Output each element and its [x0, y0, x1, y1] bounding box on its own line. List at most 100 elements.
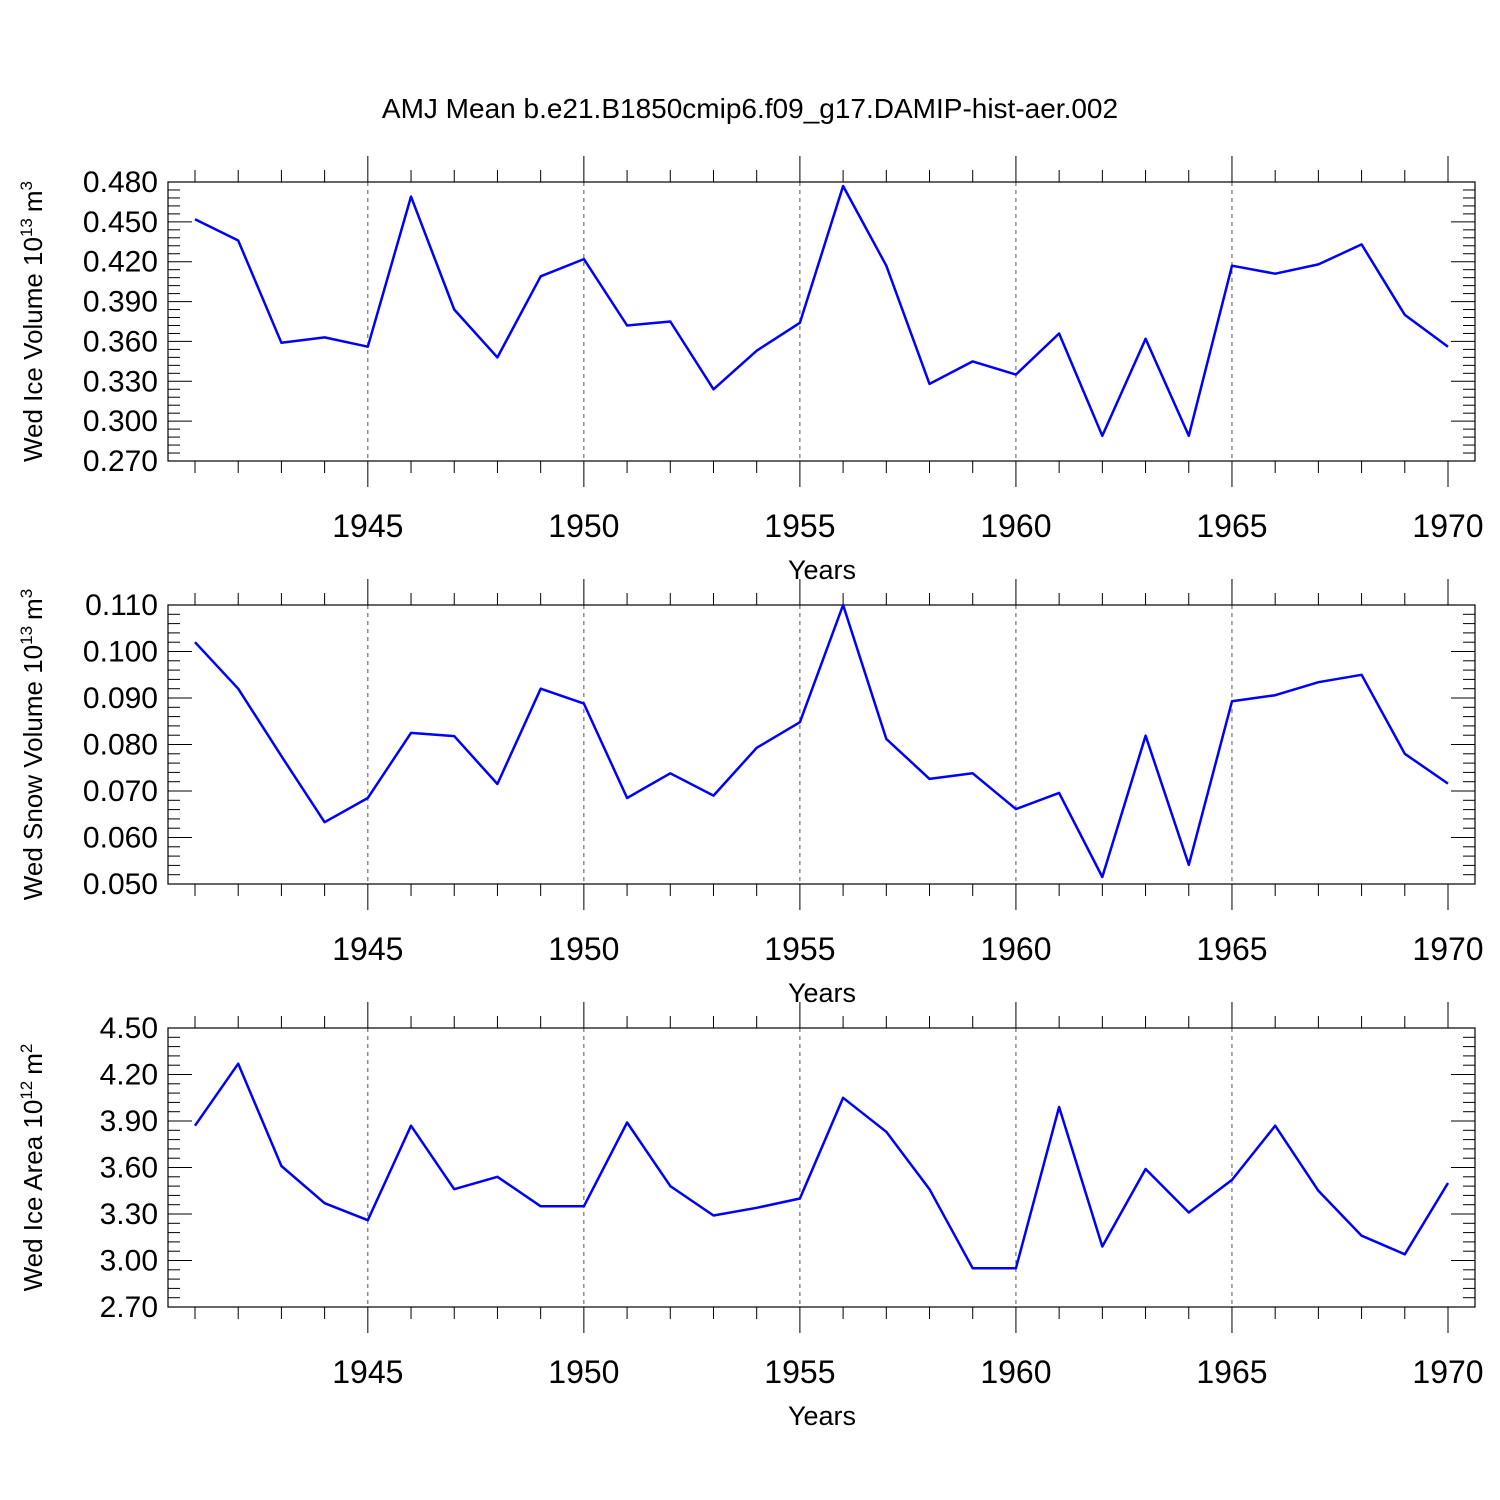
snow-volume-y-tick-label: 0.060 — [83, 822, 158, 855]
ice-area-data-point — [1144, 1167, 1148, 1171]
snow-volume-data-point — [582, 702, 586, 706]
snow-volume-data-point — [193, 640, 197, 644]
ice-area-data-point — [884, 1130, 888, 1134]
ice-area-data-point — [971, 1266, 975, 1270]
ice-area-plot-frame — [167, 1027, 1476, 1308]
ice-area-y-axis-label: Wed Ice Area 1012 m2 — [17, 1044, 48, 1292]
figure-title: AMJ Mean b.e21.B1850cmip6.f09_g17.DAMIP-… — [382, 93, 1118, 124]
snow-volume-x-tick-label: 1960 — [980, 931, 1051, 967]
ice-area-x-tick-label: 1945 — [332, 1354, 403, 1390]
snow-volume-data-point — [366, 796, 370, 800]
ice-volume-x-axis-label: Years — [788, 555, 856, 585]
ice-volume-x-tick-label: 1945 — [332, 508, 403, 544]
ice-area-data-point — [841, 1096, 845, 1100]
ice-volume-data-point — [625, 323, 629, 327]
ice-volume-data-point — [884, 264, 888, 268]
snow-volume-y-tick-label: 0.050 — [83, 868, 158, 901]
snow-volume-data-point — [279, 754, 283, 758]
ice-area-data-point — [1403, 1252, 1407, 1256]
snow-volume-data-point — [1144, 734, 1148, 738]
ice-area-data-point — [798, 1197, 802, 1201]
snow-volume-x-tick-label: 1970 — [1412, 931, 1483, 967]
ice-area-y-tick-label: 2.70 — [100, 1291, 158, 1324]
ice-area-data-point — [668, 1184, 672, 1188]
ice-area-data-point — [366, 1218, 370, 1222]
ice-area-data-point — [495, 1175, 499, 1179]
ice-volume-data-point — [1187, 434, 1191, 438]
snow-volume-data-point — [1360, 673, 1364, 677]
ice-area-data-point — [1273, 1124, 1277, 1128]
snow-volume-y-label-unit-exp: 3 — [17, 589, 36, 598]
snow-volume-data-point — [323, 820, 327, 824]
ice-area-x-tick-label: 1965 — [1196, 1354, 1267, 1390]
snow-volume-x-tick-label: 1945 — [332, 931, 403, 967]
ice-area-y-tick-label: 3.60 — [100, 1152, 158, 1185]
ice-volume-y-tick-label: 0.450 — [83, 206, 158, 239]
ice-area-data-point — [279, 1164, 283, 1168]
ice-volume-data-point — [711, 387, 715, 391]
snow-volume-y-label-exp: 13 — [17, 626, 36, 645]
ice-volume-y-tick-label: 0.270 — [83, 445, 158, 478]
snow-volume-data-point — [1446, 782, 1450, 786]
ice-area-data-point — [539, 1204, 543, 1208]
ice-volume-data-point — [582, 257, 586, 261]
ice-volume-data-point — [1100, 434, 1104, 438]
ice-volume-data-point — [1316, 262, 1320, 266]
ice-area-y-tick-label: 4.50 — [100, 1012, 158, 1045]
ice-volume-y-label-main: Wed Ice Volume 10 — [18, 237, 48, 462]
snow-volume-data-point — [236, 687, 240, 691]
panel-ice-area: 2.70 3.00 3.30 3.60 3.90 4.20 4.50 1945 1950 1955… — [17, 1002, 1484, 1431]
ice-volume-data-point — [539, 274, 543, 278]
ice-area-data-point — [928, 1187, 932, 1191]
ice-volume-data-point — [323, 335, 327, 339]
ice-area-y-tick-label: 3.00 — [100, 1245, 158, 1278]
ice-volume-y-tick-label: 0.420 — [83, 246, 158, 279]
ice-area-series-line — [193, 1062, 1450, 1270]
ice-volume-y-label-unit: m — [18, 190, 48, 212]
snow-volume-data-point — [409, 731, 413, 735]
snow-volume-data-point — [452, 734, 456, 738]
ice-volume-data-point — [928, 382, 932, 386]
snow-volume-data-point — [711, 794, 715, 798]
ice-area-y-tick-label: 3.90 — [100, 1105, 158, 1138]
ice-area-x-tick-label: 1960 — [980, 1354, 1051, 1390]
ice-volume-data-point — [1446, 345, 1450, 349]
ice-area-data-point — [1100, 1245, 1104, 1249]
snow-volume-y-tick-label: 0.100 — [83, 636, 158, 669]
ice-area-data-point — [1316, 1189, 1320, 1193]
panel-snow-volume: 0.050 0.060 0.070 0.080 0.090 0.100 0.110 1945 1… — [17, 579, 1484, 1008]
snow-volume-y-tick-label: 0.070 — [83, 775, 158, 808]
ice-volume-data-point — [409, 195, 413, 199]
ice-area-data-point — [1360, 1234, 1364, 1238]
ice-area-data-point — [625, 1121, 629, 1125]
snow-volume-y-label-unit: m — [18, 598, 48, 620]
ice-volume-y-tick-label: 0.480 — [83, 166, 158, 199]
snow-volume-data-point — [1057, 791, 1061, 795]
ice-volume-y-label-unit-exp: 3 — [17, 181, 36, 190]
ice-volume-y-tick-label: 0.330 — [83, 365, 158, 398]
snow-volume-data-point — [1187, 863, 1191, 867]
ice-volume-x-tick-label: 1965 — [1196, 508, 1267, 544]
ice-area-y-label-main: Wed Ice Area 10 — [18, 1100, 48, 1292]
ice-volume-y-tick-label: 0.300 — [83, 405, 158, 438]
ice-volume-data-point — [971, 359, 975, 363]
ice-volume-y-tick-label: 0.360 — [83, 325, 158, 358]
ice-volume-data-point — [841, 184, 845, 188]
snow-volume-data-point — [625, 796, 629, 800]
snow-volume-data-point — [1100, 875, 1104, 879]
snow-volume-y-axis-label: Wed Snow Volume 1013 m3 — [17, 589, 48, 900]
ice-volume-data-point — [366, 345, 370, 349]
ice-volume-data-point — [1360, 242, 1364, 246]
snow-volume-data-point — [1230, 699, 1234, 703]
snow-volume-y-tick-label: 0.090 — [83, 682, 158, 715]
ice-volume-data-point — [279, 341, 283, 345]
snow-volume-data-point — [928, 777, 932, 781]
ice-area-data-point — [1446, 1181, 1450, 1185]
ice-area-x-tick-label: 1950 — [548, 1354, 619, 1390]
snow-volume-data-point — [798, 720, 802, 724]
snow-volume-x-tick-label: 1965 — [1196, 931, 1267, 967]
ice-area-data-point — [755, 1206, 759, 1210]
ice-volume-y-label-exp: 13 — [17, 218, 36, 237]
ice-volume-data-point — [1014, 373, 1018, 377]
